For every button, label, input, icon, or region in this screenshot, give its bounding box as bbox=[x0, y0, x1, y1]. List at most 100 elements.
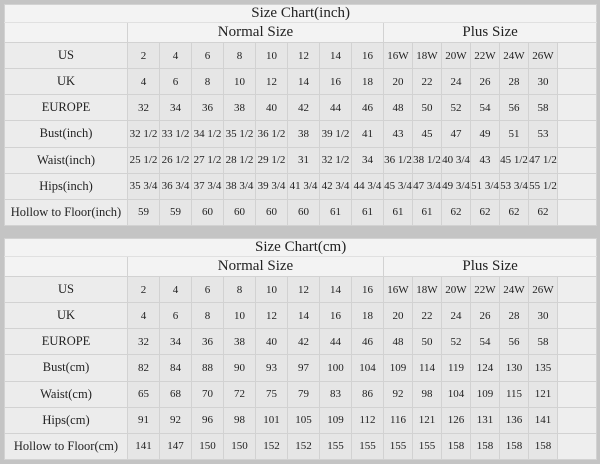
row-label: Hips(inch) bbox=[4, 172, 128, 200]
plus-size-header: Plus Size bbox=[382, 256, 598, 277]
table-cell: 22 bbox=[412, 302, 442, 330]
table-cell: 34 1/2 bbox=[191, 120, 224, 148]
table-row: UK 4 6 8 10 12 14 16 18 20 22 24 26 28 30 bbox=[4, 302, 598, 330]
table-cell: 20W bbox=[441, 41, 471, 70]
table-row: Hips(inch) 35 3/4 36 3/4 37 3/4 38 3/4 39 3/4… bbox=[4, 172, 598, 200]
table-cell: 6 bbox=[159, 68, 192, 96]
group-row: Normal Size Plus Size bbox=[4, 22, 598, 43]
table-cell: 114 bbox=[412, 354, 442, 382]
table-cell: 32 bbox=[127, 328, 160, 356]
table-cell: 155 bbox=[412, 432, 442, 461]
table-row: US 2 4 6 8 10 12 14 16 16W 18W 20W 22W 24W 26W bbox=[4, 41, 598, 70]
table-cell: 14 bbox=[319, 41, 352, 70]
table-cell: 84 bbox=[159, 354, 192, 382]
table-cell: 43 bbox=[383, 120, 413, 148]
table-cell: 97 bbox=[287, 354, 320, 382]
table-cell: 25 1/2 bbox=[127, 146, 160, 174]
normal-size-header: Normal Size bbox=[127, 22, 384, 43]
table-cell: 34 bbox=[351, 146, 384, 174]
table-cell: 16 bbox=[351, 275, 384, 304]
table-cell: 12 bbox=[287, 275, 320, 304]
group-row: Normal Size Plus Size bbox=[4, 256, 598, 277]
table-cell: 91 bbox=[127, 406, 160, 434]
table-cell: 135 bbox=[528, 354, 558, 382]
table-cell: 147 bbox=[159, 432, 192, 461]
table-cell: 2 bbox=[127, 41, 160, 70]
table-cell: 124 bbox=[470, 354, 500, 382]
table-cell: 40 3/4 bbox=[441, 146, 471, 174]
table-cell: 61 bbox=[412, 198, 442, 227]
table-cell: 42 3/4 bbox=[319, 172, 352, 200]
table-cell: 42 bbox=[287, 94, 320, 122]
row-label: EUROPE bbox=[4, 94, 128, 122]
row-label: UK bbox=[4, 302, 128, 330]
table-cell: 60 bbox=[287, 198, 320, 227]
table-row: EUROPE 32 34 36 38 40 42 44 46 48 50 52 54 56 58 bbox=[4, 94, 598, 122]
table-cell: 28 1/2 bbox=[223, 146, 256, 174]
table-cell: 35 1/2 bbox=[223, 120, 256, 148]
filler-cell bbox=[556, 94, 598, 122]
table-cell: 61 bbox=[383, 198, 413, 227]
table-cell: 38 bbox=[223, 94, 256, 122]
table-cell: 62 bbox=[528, 198, 558, 227]
table-cell: 55 1/2 bbox=[528, 172, 558, 200]
size-chart-inch: Size Chart(inch) Normal Size Plus Size US 2 4… bbox=[3, 4, 598, 227]
table-cell: 24 bbox=[441, 302, 471, 330]
table-cell: 98 bbox=[412, 380, 442, 408]
table-cell: 16 bbox=[319, 302, 352, 330]
table-cell: 39 3/4 bbox=[255, 172, 288, 200]
table-cell: 58 bbox=[528, 94, 558, 122]
table-cell: 34 bbox=[159, 94, 192, 122]
table-cell: 44 bbox=[319, 94, 352, 122]
table-cell: 41 3/4 bbox=[287, 172, 320, 200]
table-cell: 36 1/2 bbox=[383, 146, 413, 174]
table-cell: 82 bbox=[127, 354, 160, 382]
table-cell: 8 bbox=[191, 302, 224, 330]
filler-cell bbox=[556, 68, 598, 96]
table-cell: 141 bbox=[127, 432, 160, 461]
table-cell: 32 1/2 bbox=[319, 146, 352, 174]
table-cell: 14 bbox=[287, 68, 320, 96]
table-cell: 24 bbox=[441, 68, 471, 96]
filler-cell bbox=[556, 432, 598, 461]
table-cell: 155 bbox=[351, 432, 384, 461]
table-cell: 56 bbox=[499, 328, 529, 356]
title-row: Size Chart(inch) bbox=[3, 4, 598, 23]
filler-cell bbox=[556, 354, 598, 382]
table-cell: 136 bbox=[499, 406, 529, 434]
table-cell: 24W bbox=[499, 275, 529, 304]
table-cell: 49 3/4 bbox=[441, 172, 471, 200]
row-label: Waist(inch) bbox=[4, 146, 128, 174]
table-cell: 50 bbox=[412, 328, 442, 356]
table-cell: 6 bbox=[159, 302, 192, 330]
corner-cell bbox=[4, 256, 128, 277]
table-row: Waist(cm) 65 68 70 72 75 79 83 86 92 98 104 109 115 12… bbox=[4, 380, 598, 408]
table-cell: 48 bbox=[383, 94, 413, 122]
table-cell: 29 1/2 bbox=[255, 146, 288, 174]
table-cell: 14 bbox=[287, 302, 320, 330]
table-cell: 52 bbox=[441, 94, 471, 122]
table-cell: 26W bbox=[528, 275, 558, 304]
table-cell: 60 bbox=[191, 198, 224, 227]
table-cell: 56 bbox=[499, 94, 529, 122]
table-cell: 158 bbox=[441, 432, 471, 461]
table-cell: 48 bbox=[383, 328, 413, 356]
table-cell: 141 bbox=[528, 406, 558, 434]
table-cell: 46 bbox=[351, 94, 384, 122]
table-cell: 131 bbox=[470, 406, 500, 434]
row-label: Hollow to Floor(inch) bbox=[4, 198, 128, 227]
table-cell: 16W bbox=[383, 41, 413, 70]
table-title: Size Chart(cm) bbox=[3, 238, 598, 257]
table-cell: 109 bbox=[319, 406, 352, 434]
table-cell: 46 bbox=[351, 328, 384, 356]
table-cell: 16 bbox=[351, 41, 384, 70]
table-cell: 44 bbox=[319, 328, 352, 356]
table-cell: 4 bbox=[159, 275, 192, 304]
table-cell: 26W bbox=[528, 41, 558, 70]
table-row: Bust(inch) 32 1/2 33 1/2 34 1/2 35 1/2 36 1/2… bbox=[4, 120, 598, 148]
table-cell: 158 bbox=[470, 432, 500, 461]
table-cell: 4 bbox=[127, 302, 160, 330]
table-cell: 40 bbox=[255, 94, 288, 122]
table-cell: 155 bbox=[319, 432, 352, 461]
filler-cell bbox=[556, 406, 598, 434]
